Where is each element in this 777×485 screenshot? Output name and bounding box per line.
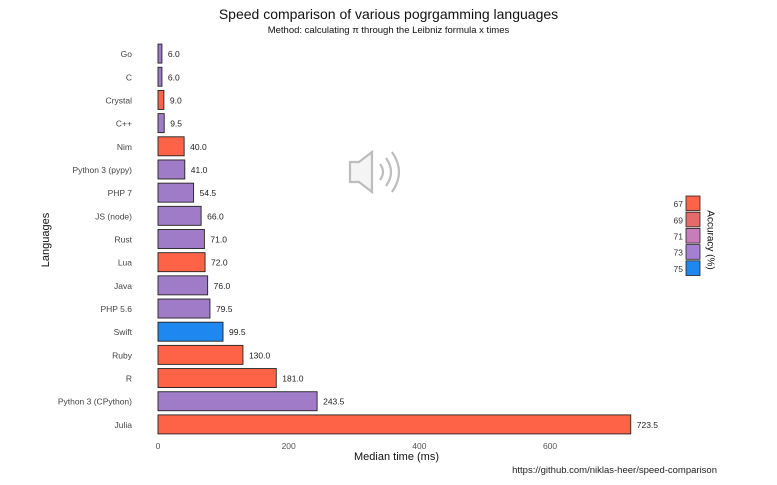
category-label: Ruby: [112, 350, 133, 360]
bars-layer: Go 6.0 C 6.0 Crystal 9.0 C++ 9.5 Nim 40.0 Python 3…: [58, 43, 659, 435]
data-label: 9.5: [170, 119, 182, 129]
category-label: Python 3 (pypy): [72, 165, 132, 175]
bar-js-node-[interactable]: [157, 205, 202, 226]
source-link[interactable]: https://github.com/niklas-heer/speed-com…: [512, 465, 717, 476]
data-label: 130.0: [249, 350, 271, 360]
category-label: Python 3 (CPython): [58, 397, 132, 407]
category-label: R: [126, 374, 132, 384]
category-label: Go: [121, 49, 133, 59]
data-label: 41.0: [191, 165, 208, 175]
x-axis-label: Median time (ms): [354, 451, 439, 463]
legend: 67 69 71 73 75: [674, 195, 701, 276]
bar-rust[interactable]: [157, 229, 205, 249]
data-label: 54.5: [200, 188, 217, 198]
bar-crystal[interactable]: [157, 89, 165, 110]
chart-title: Speed comparison of various pogrgamming …: [218, 6, 559, 22]
data-label: 9.0: [170, 95, 182, 105]
legend-swatch: [685, 211, 701, 228]
category-label: Julia: [115, 420, 133, 430]
x-tick-label: 0: [156, 441, 161, 451]
data-label: 66.0: [207, 211, 224, 221]
data-label: 79.5: [216, 304, 233, 314]
legend-swatch: [685, 260, 701, 276]
x-tick-label: 400: [412, 441, 426, 451]
data-label: 72.0: [211, 258, 228, 268]
category-label: Swift: [114, 327, 133, 337]
data-label: 99.5: [229, 327, 246, 337]
bar-java[interactable]: [157, 275, 209, 296]
data-label: 243.5: [323, 397, 345, 407]
bar-nim[interactable]: [157, 136, 185, 157]
legend-label: 71: [674, 232, 684, 242]
legend-label: 75: [674, 264, 684, 274]
legend-label: 69: [674, 215, 684, 225]
legend-swatch: [685, 227, 701, 244]
bar-go[interactable]: [157, 43, 163, 64]
bar-php-5-6[interactable]: [157, 298, 211, 319]
data-label: 76.0: [214, 281, 231, 291]
legend-swatch: [685, 195, 701, 212]
bar-lua[interactable]: [157, 252, 206, 273]
bar-swift[interactable]: [157, 321, 224, 342]
legend-swatch: [685, 244, 701, 260]
bar-c-[interactable]: [157, 113, 165, 134]
category-label: Java: [114, 281, 132, 291]
bar-r[interactable]: [157, 368, 277, 389]
bar-ruby[interactable]: [157, 344, 244, 365]
category-label: Rust: [115, 235, 133, 245]
x-axis: 0 200 400 600: [156, 441, 558, 451]
legend-label: 67: [674, 199, 684, 209]
bar-julia[interactable]: [157, 414, 632, 435]
data-label: 723.5: [637, 420, 659, 430]
bar-php-7[interactable]: [157, 182, 195, 203]
data-label: 181.0: [282, 374, 304, 384]
x-tick-label: 600: [543, 441, 557, 451]
bar-python-3-cpython-[interactable]: [157, 391, 318, 412]
category-label: PHP 7: [108, 188, 133, 198]
data-label: 6.0: [168, 49, 180, 59]
bar-python-3-pypy-[interactable]: [157, 159, 186, 180]
category-label: Nim: [117, 142, 132, 152]
bar-c[interactable]: [157, 66, 163, 87]
category-label: PHP 5.6: [100, 304, 132, 314]
category-label: JS (node): [95, 211, 132, 221]
data-label: 40.0: [190, 142, 207, 152]
data-label: 6.0: [168, 72, 180, 82]
x-tick-label: 200: [282, 441, 296, 451]
category-label: Crystal: [106, 95, 133, 105]
legend-label: 73: [674, 248, 684, 258]
speaker-icon[interactable]: [348, 149, 401, 195]
category-label: Lua: [118, 258, 132, 268]
category-label: C: [126, 72, 132, 82]
data-label: 71.0: [210, 235, 227, 245]
category-label: C++: [116, 119, 132, 129]
chart-subtitle: Method: calculating π through the Leibni…: [267, 25, 510, 36]
